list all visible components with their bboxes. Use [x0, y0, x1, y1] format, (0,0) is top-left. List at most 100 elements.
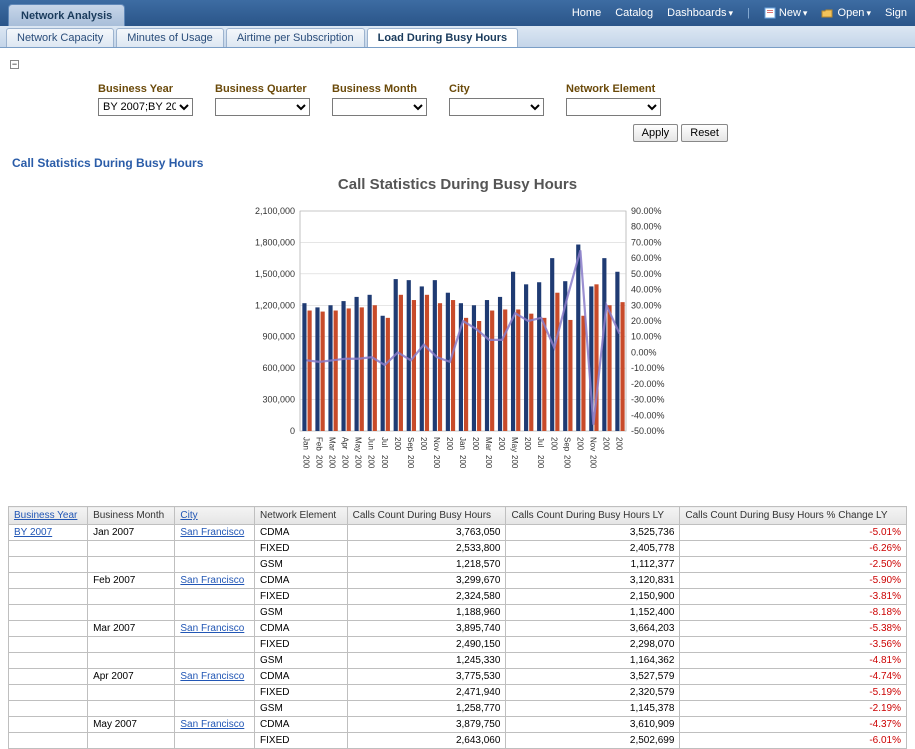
cell: -5.19% [680, 685, 907, 701]
svg-text:Jul: Jul [536, 437, 545, 447]
cell: 2,490,150 [347, 637, 506, 653]
cell [9, 557, 88, 573]
svg-text:200: 200 [444, 437, 453, 451]
svg-text:40.00%: 40.00% [631, 285, 662, 295]
svg-text:200: 200 [392, 437, 401, 451]
svg-text:200: 200 [510, 455, 519, 469]
filter-business-month: Business Month [332, 83, 427, 116]
apply-button[interactable]: Apply [633, 124, 679, 142]
cell[interactable]: San Francisco [175, 669, 255, 685]
reset-button[interactable]: Reset [681, 124, 728, 142]
col-header[interactable]: Business Year [9, 507, 88, 525]
cell: CDMA [255, 717, 348, 733]
cell [88, 637, 175, 653]
cell [88, 605, 175, 621]
svg-text:200: 200 [340, 455, 349, 469]
cell[interactable]: San Francisco [175, 525, 255, 541]
svg-text:200: 200 [588, 455, 597, 469]
cell[interactable]: San Francisco [175, 621, 255, 637]
svg-text:200: 200 [418, 437, 427, 451]
cell: 3,120,831 [506, 573, 680, 589]
cell: 3,525,736 [506, 525, 680, 541]
svg-text:200: 200 [536, 455, 545, 469]
svg-text:-20.00%: -20.00% [631, 379, 665, 389]
svg-text:Sep: Sep [405, 437, 414, 452]
svg-text:Mar: Mar [327, 437, 336, 451]
cell: 2,533,800 [347, 541, 506, 557]
business-quarter-select[interactable] [215, 98, 310, 116]
svg-text:10.00%: 10.00% [631, 332, 662, 342]
cell: -2.50% [680, 557, 907, 573]
cell [88, 541, 175, 557]
filter-buttons: Apply Reset [98, 124, 728, 142]
cell[interactable]: San Francisco [175, 573, 255, 589]
cell [88, 653, 175, 669]
nav-open[interactable]: Open [821, 7, 871, 19]
cell: Apr 2007 [88, 669, 175, 685]
cell: -5.01% [680, 525, 907, 541]
cell[interactable]: BY 2007 [9, 525, 88, 541]
cell: FIXED [255, 541, 348, 557]
section-title: Call Statistics During Busy Hours [12, 156, 907, 170]
cell: 2,324,580 [347, 589, 506, 605]
cell: -4.74% [680, 669, 907, 685]
cell: 1,112,377 [506, 557, 680, 573]
data-table: Business YearBusiness MonthCityNetwork E… [8, 506, 907, 749]
col-header: Network Element [255, 507, 348, 525]
svg-text:200: 200 [366, 455, 375, 469]
svg-text:200: 200 [575, 437, 584, 451]
collapse-toggle[interactable]: − [10, 60, 19, 69]
folder-open-icon [821, 8, 834, 19]
cell: GSM [255, 653, 348, 669]
svg-text:-10.00%: -10.00% [631, 363, 665, 373]
content: − Business Year BY 2007;BY 200 Business … [0, 48, 915, 749]
svg-text:60.00%: 60.00% [631, 253, 662, 263]
svg-text:200: 200 [549, 437, 558, 451]
svg-text:50.00%: 50.00% [631, 269, 662, 279]
svg-text:Jan: Jan [301, 437, 310, 450]
network-element-select[interactable] [566, 98, 661, 116]
cell: Mar 2007 [88, 621, 175, 637]
svg-text:2,100,000: 2,100,000 [254, 206, 294, 216]
svg-text:Jun: Jun [366, 437, 375, 450]
city-select[interactable] [449, 98, 544, 116]
filter-label: Business Year [98, 83, 193, 95]
cell: 2,320,579 [506, 685, 680, 701]
cell: Feb 2007 [88, 573, 175, 589]
cell: 1,245,330 [347, 653, 506, 669]
cell: CDMA [255, 573, 348, 589]
svg-text:-40.00%: -40.00% [631, 410, 665, 420]
svg-text:200: 200 [327, 455, 336, 469]
cell: CDMA [255, 669, 348, 685]
col-header: Calls Count During Busy Hours LY [506, 507, 680, 525]
col-header[interactable]: City [175, 507, 255, 525]
business-month-select[interactable] [332, 98, 427, 116]
business-year-select[interactable]: BY 2007;BY 200 [98, 98, 193, 116]
svg-text:Nov: Nov [588, 437, 597, 451]
cell [88, 685, 175, 701]
nav-catalog[interactable]: Catalog [615, 7, 653, 19]
svg-text:Jul: Jul [379, 437, 388, 447]
tab-network-capacity[interactable]: Network Capacity [6, 28, 114, 47]
new-icon [764, 7, 776, 19]
svg-text:-30.00%: -30.00% [631, 395, 665, 405]
nav-new[interactable]: New [764, 7, 808, 19]
nav-sign[interactable]: Sign [885, 7, 907, 19]
svg-text:0: 0 [289, 426, 294, 436]
svg-text:90.00%: 90.00% [631, 206, 662, 216]
svg-text:200: 200 [353, 455, 362, 469]
tab-airtime-per-subscription[interactable]: Airtime per Subscription [226, 28, 365, 47]
svg-text:30.00%: 30.00% [631, 300, 662, 310]
nav-home[interactable]: Home [572, 7, 601, 19]
cell: 3,527,579 [506, 669, 680, 685]
cell: -2.19% [680, 701, 907, 717]
nav-dashboards[interactable]: Dashboards [667, 7, 733, 19]
cell [175, 637, 255, 653]
filter-network-element: Network Element [566, 83, 661, 116]
tab-load-during-busy-hours[interactable]: Load During Busy Hours [367, 28, 519, 47]
cell: -6.01% [680, 733, 907, 749]
cell[interactable]: San Francisco [175, 717, 255, 733]
tab-minutes-of-usage[interactable]: Minutes of Usage [116, 28, 224, 47]
filter-label: Business Month [332, 83, 427, 95]
chart-title: Call Statistics During Busy Hours [8, 176, 907, 193]
